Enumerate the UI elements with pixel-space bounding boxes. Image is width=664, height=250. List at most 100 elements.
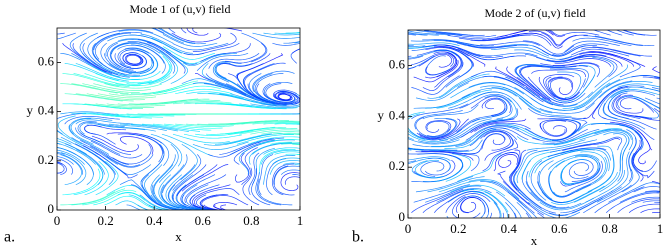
streamline	[526, 170, 557, 208]
streamline	[531, 69, 586, 78]
streamline	[162, 46, 216, 60]
streamline	[128, 133, 163, 163]
streamline	[408, 147, 458, 151]
chart-title: Mode 1 of (u,v) field	[130, 2, 231, 16]
streamline	[419, 118, 469, 140]
streamline	[220, 204, 228, 210]
streamline	[645, 190, 660, 193]
streamline	[524, 128, 577, 141]
streamline	[512, 170, 542, 209]
streamline	[633, 186, 660, 193]
streamline	[137, 204, 150, 210]
streamline	[203, 204, 221, 210]
streamline	[467, 52, 527, 61]
streamline	[284, 176, 300, 185]
streamline	[105, 39, 152, 57]
streamline	[537, 170, 569, 203]
streamline	[250, 103, 300, 108]
streamline	[551, 118, 588, 141]
streamline	[606, 30, 623, 36]
streamline	[496, 170, 530, 205]
streamline	[162, 154, 188, 194]
streamline	[97, 123, 156, 132]
streamline	[549, 68, 589, 88]
streamline	[457, 75, 513, 88]
streamline	[408, 45, 414, 47]
streamline	[57, 161, 67, 175]
streamline	[549, 77, 574, 95]
streamline	[126, 204, 142, 210]
streamline	[418, 118, 457, 139]
streamline	[119, 136, 154, 155]
streamline	[208, 93, 266, 105]
streamline	[283, 41, 300, 44]
streamline	[615, 94, 644, 114]
streamline	[97, 29, 154, 39]
streamline	[446, 202, 486, 218]
streamline	[285, 123, 300, 125]
streamline	[429, 139, 483, 152]
streamline	[296, 123, 300, 125]
streamline	[422, 104, 479, 120]
streamline	[219, 137, 274, 155]
streamline	[597, 145, 615, 182]
streamline	[537, 87, 586, 104]
streamline	[445, 45, 504, 58]
streamline	[554, 58, 612, 67]
streamline	[571, 186, 622, 214]
streamline	[75, 119, 133, 125]
streamline	[281, 143, 300, 145]
streamline	[568, 54, 623, 67]
streamline	[444, 128, 497, 149]
streamline	[522, 40, 575, 55]
streamline	[425, 55, 451, 76]
streamline	[274, 123, 300, 125]
streamline	[588, 51, 646, 67]
streamline	[248, 73, 277, 104]
streamline	[171, 174, 194, 208]
streamline	[228, 126, 287, 135]
streamline	[214, 62, 243, 90]
streamline	[483, 125, 540, 141]
streamline	[496, 34, 552, 46]
streamline	[408, 160, 417, 163]
streamline	[515, 64, 565, 77]
streamline	[230, 93, 287, 106]
streamline	[84, 103, 143, 109]
streamline	[445, 40, 506, 48]
streamline	[84, 124, 116, 145]
streamline	[225, 42, 267, 64]
x-tick-label: 0.2	[97, 213, 113, 228]
streamline	[415, 176, 474, 193]
streamline	[194, 188, 240, 205]
streamline	[183, 42, 240, 56]
streamline	[296, 154, 300, 156]
streamline	[238, 142, 266, 175]
streamline	[274, 91, 300, 105]
streamline	[159, 50, 179, 84]
streamline	[230, 120, 289, 125]
streamline	[542, 128, 600, 144]
streamline	[108, 92, 168, 97]
streamline	[469, 129, 518, 147]
streamline	[62, 42, 107, 73]
streamline	[254, 73, 284, 101]
streamline	[465, 124, 520, 141]
streamline	[526, 139, 586, 151]
streamline	[104, 113, 164, 118]
x-tick-label: 0.4	[501, 221, 518, 236]
streamline	[172, 154, 202, 191]
streamline	[520, 66, 577, 73]
streamline	[57, 32, 76, 40]
streamline	[560, 160, 587, 185]
streamline	[628, 203, 660, 214]
streamline	[579, 130, 632, 141]
streamline	[439, 118, 492, 142]
streamline	[181, 164, 229, 192]
streamline	[158, 144, 179, 183]
streamline	[411, 188, 464, 214]
streamline	[510, 149, 521, 190]
streamline	[580, 151, 606, 182]
x-axis-label: x	[531, 233, 538, 248]
streamline	[107, 42, 137, 72]
